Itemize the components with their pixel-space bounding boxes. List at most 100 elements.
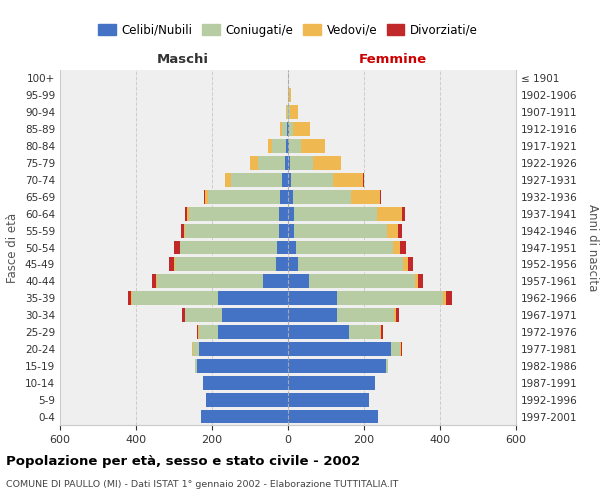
Bar [195,359,197,373]
Bar [181,224,184,237]
Bar [288,156,290,170]
Bar [199,325,218,339]
Bar [446,292,452,305]
Bar [290,106,298,119]
Bar [380,325,381,339]
Bar [182,308,185,322]
Bar [290,156,313,170]
Bar [289,122,293,136]
Bar [281,122,287,136]
Bar [415,274,418,288]
Bar [288,207,294,220]
Bar [294,207,377,220]
Bar [394,308,395,322]
Bar [289,139,301,153]
Legend: Celibi/Nubili, Coniugati/e, Vedovi/e, Divorziati/e: Celibi/Nubili, Coniugati/e, Vedovi/e, Di… [93,19,483,42]
Bar [200,410,288,424]
Bar [131,292,132,305]
Bar [206,392,288,406]
Bar [288,139,289,153]
Bar [280,190,288,203]
Bar [208,190,280,203]
Bar [189,207,278,220]
Y-axis label: Anni di nascita: Anni di nascita [586,204,599,291]
Bar [288,292,337,305]
Bar [288,106,290,119]
Bar [175,258,276,272]
Bar [152,274,156,288]
Bar [381,325,383,339]
Bar [278,207,288,220]
Bar [132,292,218,305]
Bar [403,258,408,272]
Bar [288,376,374,390]
Bar [205,190,208,203]
Bar [391,342,400,356]
Bar [257,156,285,170]
Bar [288,240,296,254]
Bar [198,325,199,339]
Bar [288,88,289,102]
Bar [184,224,185,237]
Bar [352,190,380,203]
Bar [288,410,379,424]
Bar [180,240,181,254]
Bar [288,359,386,373]
Bar [288,122,289,136]
Bar [337,292,443,305]
Bar [418,274,423,288]
Bar [169,258,175,272]
Bar [287,122,288,136]
Bar [272,139,286,153]
Bar [288,224,294,237]
Bar [392,240,400,254]
Bar [285,156,288,170]
Bar [400,240,406,254]
Bar [400,342,401,356]
Text: COMUNE DI PAULLO (MI) - Dati ISTAT 1° gennaio 2002 - Elaborazione TUTTITALIA.IT: COMUNE DI PAULLO (MI) - Dati ISTAT 1° ge… [6,480,398,489]
Bar [197,325,198,339]
Bar [408,258,413,272]
Bar [337,308,394,322]
Bar [387,224,398,237]
Bar [288,258,298,272]
Bar [288,342,391,356]
Bar [363,173,364,187]
Bar [298,258,403,272]
Bar [197,359,288,373]
Bar [402,207,405,220]
Bar [288,392,368,406]
Y-axis label: Fasce di età: Fasce di età [7,212,19,282]
Bar [181,240,277,254]
Bar [294,224,387,237]
Bar [218,292,288,305]
Bar [380,190,381,203]
Bar [309,274,415,288]
Bar [443,292,446,305]
Bar [395,308,400,322]
Bar [377,207,402,220]
Bar [293,190,352,203]
Bar [263,274,288,288]
Bar [250,156,257,170]
Bar [286,139,288,153]
Bar [288,190,293,203]
Bar [287,106,288,119]
Bar [185,207,187,220]
Bar [199,342,288,356]
Text: Femmine: Femmine [359,54,427,66]
Bar [185,308,221,322]
Bar [288,308,337,322]
Bar [278,224,288,237]
Bar [293,122,310,136]
Bar [193,342,199,356]
Bar [218,325,288,339]
Bar [289,88,290,102]
Bar [185,224,278,237]
Bar [157,274,263,288]
Bar [386,359,388,373]
Bar [187,207,189,220]
Bar [276,258,288,272]
Bar [301,139,325,153]
Bar [224,173,226,187]
